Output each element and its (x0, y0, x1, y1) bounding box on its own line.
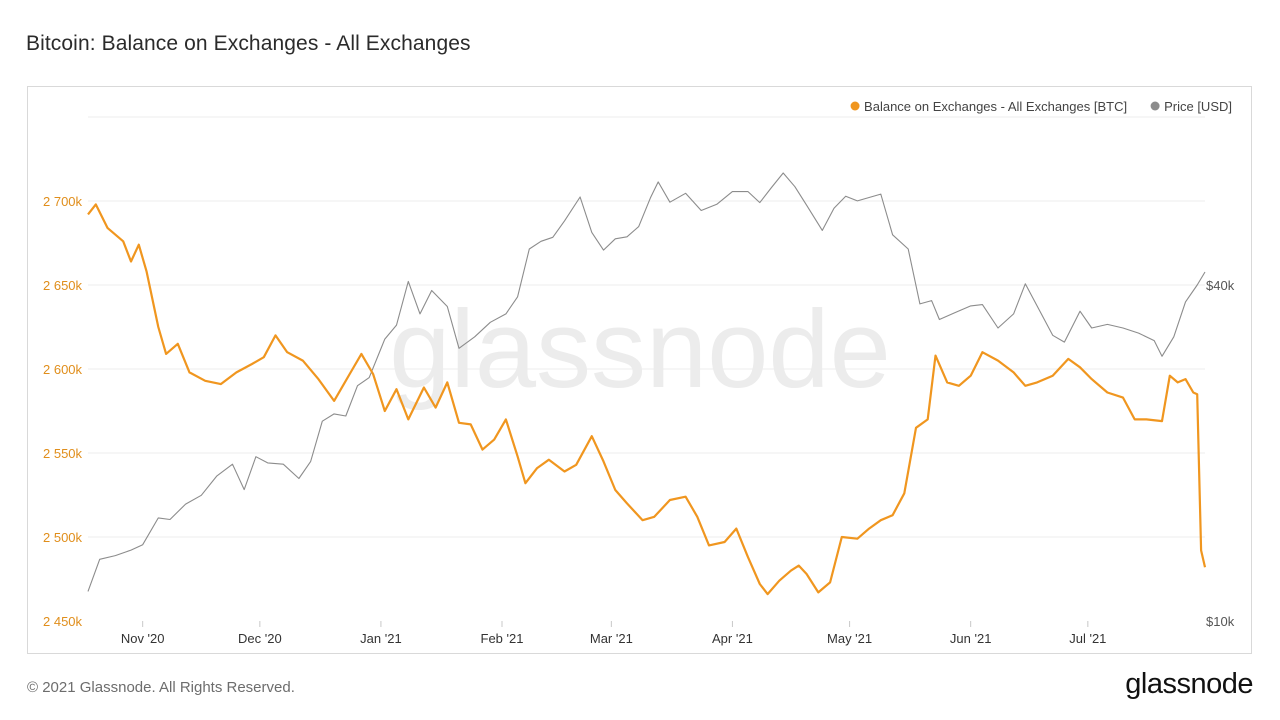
x-tick-label: Apr '21 (712, 631, 753, 646)
x-tick-label: Feb '21 (481, 631, 524, 646)
y-left-tick-label: 2 500k (43, 530, 83, 545)
y-left-tick-label: 2 650k (43, 278, 83, 293)
x-tick-label: Nov '20 (121, 631, 165, 646)
legend-label: Balance on Exchanges - All Exchanges [BT… (864, 99, 1127, 114)
legend-item-balance[interactable]: Balance on Exchanges - All Exchanges [BT… (850, 99, 1128, 114)
y-right-tick-label: $10k (1206, 614, 1235, 629)
y-left-tick-label: 2 600k (43, 362, 83, 377)
x-tick-label: Dec '20 (238, 631, 282, 646)
chart-title: Bitcoin: Balance on Exchanges - All Exch… (26, 32, 471, 55)
price-series-line (87, 172, 1206, 592)
legend-label: Price [USD] (1164, 99, 1232, 114)
chart-panel: glassnode 2 450k 2 500k 2 550k 2 600k 2 650k… (27, 86, 1252, 654)
x-tick-label: Jun '21 (950, 631, 992, 646)
y-left-tick-label: 2 700k (43, 194, 83, 209)
grid-lines (88, 116, 1205, 538)
copyright-text: © 2021 Glassnode. All Rights Reserved. (27, 679, 295, 696)
legend-swatch (850, 101, 860, 111)
x-tick-label: May '21 (827, 631, 872, 646)
y-left-tick-label: 2 450k (43, 614, 83, 629)
legend-item-price[interactable]: Price [USD] (1150, 99, 1232, 114)
watermark-text: glassnode (389, 288, 891, 411)
legend-swatch (1150, 101, 1160, 111)
x-tick-label: Jul '21 (1069, 631, 1106, 646)
chart-svg: glassnode 2 450k 2 500k 2 550k 2 600k 2 650k… (43, 99, 1235, 646)
balance-series-line (87, 203, 1207, 596)
y-left-tick-label: 2 550k (43, 446, 83, 461)
glassnode-logo: glassnode (1125, 668, 1253, 700)
series-layer (87, 172, 1207, 596)
legend[interactable]: Price [USD] Balance on Exchanges - All Ex… (850, 99, 1232, 114)
y-right-tick-label: $40k (1206, 278, 1235, 293)
x-tick-label: Mar '21 (590, 631, 633, 646)
axis-labels: 2 450k 2 500k 2 550k 2 600k 2 650k 2 700k $10k… (43, 194, 1235, 646)
x-tick-label: Jan '21 (360, 631, 402, 646)
